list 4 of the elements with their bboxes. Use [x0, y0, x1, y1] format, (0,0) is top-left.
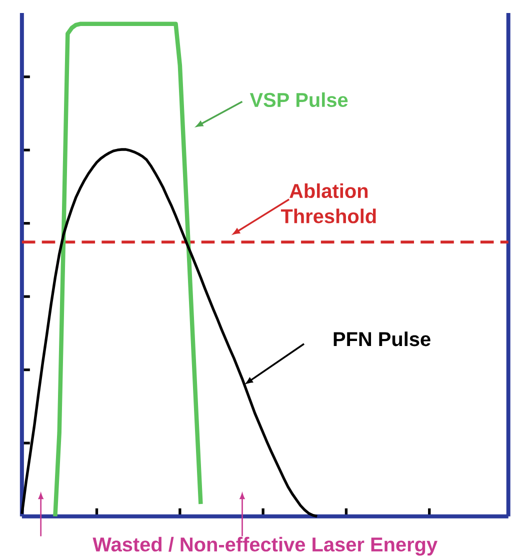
text: VSP Pulse — [250, 92, 348, 107]
ref-line-label: Ablation Threshold — [280, 183, 376, 224]
text: Wasted / Non-effective Laser Energy — [92, 536, 438, 556]
text: PFN Pulse — [334, 332, 430, 346]
